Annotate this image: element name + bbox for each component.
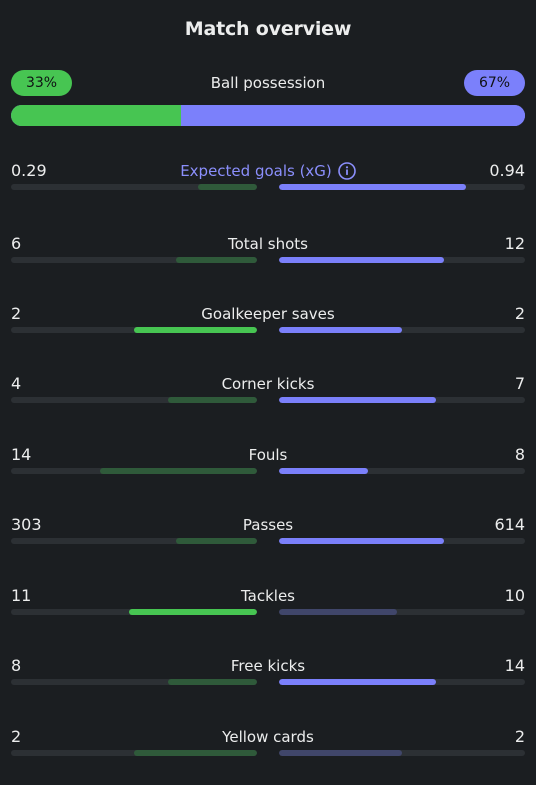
away-value: 2 bbox=[514, 304, 525, 323]
home-bar-track bbox=[11, 468, 257, 474]
home-bar-track bbox=[11, 750, 257, 756]
away-bar-track bbox=[279, 679, 525, 685]
stat-label: Passes bbox=[242, 516, 294, 534]
home-bar-fill bbox=[134, 327, 257, 333]
stat-row-goalkeeper-saves: 2 Goalkeeper saves 2 bbox=[11, 303, 525, 343]
home-value: 0.29 bbox=[11, 161, 47, 180]
away-bar-fill bbox=[279, 397, 437, 403]
ball-possession-row: 33% Ball possession 67% bbox=[11, 70, 525, 96]
home-bar-track bbox=[11, 184, 257, 190]
home-bar-track bbox=[11, 609, 257, 615]
home-bar-fill bbox=[129, 609, 257, 615]
away-bar-track bbox=[279, 750, 525, 756]
stat-label: Expected goals (xG) bbox=[11, 160, 525, 182]
possession-bar-away bbox=[180, 105, 525, 126]
away-bar-fill bbox=[279, 184, 466, 190]
stat-row-passes: 303 Passes 614 bbox=[11, 514, 525, 554]
away-bar-track bbox=[279, 609, 525, 615]
page-title: Match overview bbox=[184, 18, 352, 40]
ball-possession-label: Ball possession bbox=[210, 74, 326, 92]
home-bar-track bbox=[11, 257, 257, 263]
info-icon[interactable] bbox=[337, 162, 356, 180]
away-possession-badge: 67% bbox=[464, 70, 525, 96]
away-bar-fill bbox=[279, 679, 437, 685]
away-value: 8 bbox=[514, 445, 525, 464]
home-bar-fill bbox=[168, 679, 257, 685]
home-bar-fill bbox=[134, 750, 257, 756]
away-bar-fill bbox=[279, 609, 398, 615]
stat-row-tackles: 11 Tackles 10 bbox=[11, 585, 525, 625]
home-value: 2 bbox=[11, 304, 22, 323]
stat-label-text[interactable]: Expected goals (xG) bbox=[180, 162, 332, 180]
home-value: 2 bbox=[11, 727, 22, 746]
away-value: 7 bbox=[514, 374, 525, 393]
home-bar-track bbox=[11, 327, 257, 333]
home-bar-fill bbox=[168, 397, 257, 403]
possession-bar bbox=[11, 105, 525, 126]
stat-row-fouls: 14 Fouls 8 bbox=[11, 444, 525, 484]
stat-label: Tackles bbox=[240, 587, 296, 605]
away-bar-track bbox=[279, 468, 525, 474]
away-value: 12 bbox=[504, 234, 525, 253]
home-value: 14 bbox=[11, 445, 32, 464]
away-value: 10 bbox=[504, 586, 525, 605]
stat-label: Free kicks bbox=[230, 657, 306, 675]
away-value: 614 bbox=[494, 515, 525, 534]
stat-label: Corner kicks bbox=[221, 375, 315, 393]
away-bar-track bbox=[279, 257, 525, 263]
away-bar-track bbox=[279, 538, 525, 544]
stat-row-corner-kicks: 4 Corner kicks 7 bbox=[11, 373, 525, 413]
away-bar-track bbox=[279, 327, 525, 333]
stat-row-yellow-cards: 2 Yellow cards 2 bbox=[11, 726, 525, 766]
home-bar-fill bbox=[197, 184, 257, 190]
home-bar-fill bbox=[99, 468, 257, 474]
stat-label: Yellow cards bbox=[222, 728, 314, 746]
away-bar-fill bbox=[279, 538, 444, 544]
away-bar-fill bbox=[279, 257, 444, 263]
home-bar-fill bbox=[175, 257, 257, 263]
away-bar-track bbox=[279, 184, 525, 190]
stat-row-expected-goals: 0.29 Expected goals (xG) 0.94 bbox=[11, 160, 525, 200]
away-bar-track bbox=[279, 397, 525, 403]
home-value: 11 bbox=[11, 586, 32, 605]
stat-row-free-kicks: 8 Free kicks 14 bbox=[11, 655, 525, 695]
stat-label: Total shots bbox=[228, 235, 308, 253]
stat-label: Goalkeeper saves bbox=[201, 305, 335, 323]
away-bar-fill bbox=[279, 327, 402, 333]
home-bar-track bbox=[11, 679, 257, 685]
away-bar-fill bbox=[279, 750, 402, 756]
away-bar-fill bbox=[279, 468, 368, 474]
home-value: 303 bbox=[11, 515, 42, 534]
possession-bar-home bbox=[11, 105, 181, 126]
away-value: 14 bbox=[504, 656, 525, 675]
home-bar-track bbox=[11, 538, 257, 544]
home-value: 8 bbox=[11, 656, 22, 675]
home-bar-track bbox=[11, 397, 257, 403]
home-possession-badge: 33% bbox=[11, 70, 72, 96]
home-value: 6 bbox=[11, 234, 22, 253]
home-bar-fill bbox=[175, 538, 257, 544]
away-value: 0.94 bbox=[489, 161, 525, 180]
stat-label: Fouls bbox=[248, 446, 288, 464]
home-value: 4 bbox=[11, 374, 22, 393]
away-value: 2 bbox=[514, 727, 525, 746]
stat-row-total-shots: 6 Total shots 12 bbox=[11, 233, 525, 273]
